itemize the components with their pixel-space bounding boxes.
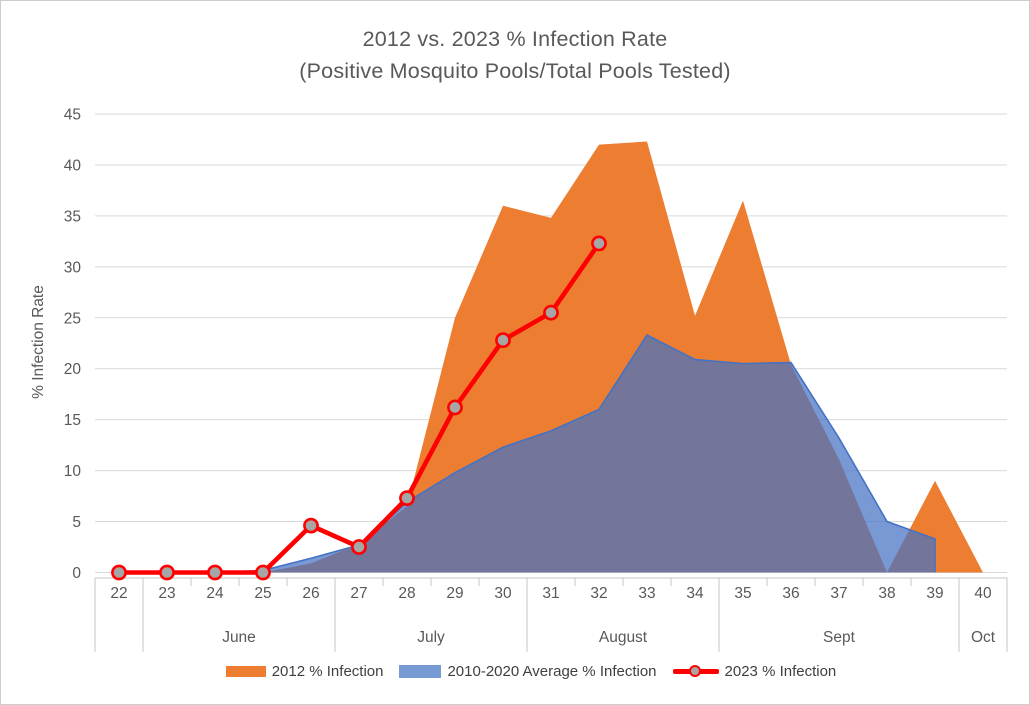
- marker-2023-infection: [111, 564, 127, 581]
- y-tick-label: 20: [64, 361, 82, 378]
- week-label: 26: [302, 585, 319, 602]
- week-label: 27: [350, 585, 367, 602]
- month-label-july: July: [417, 629, 445, 646]
- week-label: 28: [398, 585, 415, 602]
- chart-title-line1: 2012 vs. 2023 % Infection Rate: [362, 27, 668, 51]
- y-tick-label: 35: [64, 208, 81, 225]
- week-label: 37: [830, 585, 847, 602]
- y-tick-label: 45: [64, 107, 81, 124]
- legend: 2012 % Infection 2010-2020 Average % Infe…: [1, 663, 1029, 680]
- month-label-sept: Sept: [823, 629, 856, 646]
- marker-2023-infection: [159, 564, 175, 581]
- chart-title: 2012 vs. 2023 % Infection Rate (Positive…: [1, 23, 1029, 87]
- y-tick-label: 15: [64, 412, 81, 429]
- marker-2023-infection: [591, 235, 607, 252]
- legend-swatch-area: [399, 665, 442, 678]
- marker-2023-infection: [207, 564, 223, 581]
- week-label: 22: [110, 585, 127, 602]
- y-tick-label: 10: [64, 463, 82, 480]
- week-label: 29: [446, 585, 463, 602]
- marker-2023-infection: [495, 332, 511, 349]
- y-tick-label: 25: [64, 310, 81, 327]
- y-tick-label: 30: [64, 259, 82, 276]
- marker-2023-infection: [303, 517, 319, 534]
- week-label: 32: [590, 585, 607, 602]
- marker-2023-infection: [543, 304, 559, 321]
- week-label: 34: [686, 585, 704, 602]
- week-label: 24: [206, 585, 224, 602]
- marker-2023-infection: [447, 399, 463, 416]
- month-label-june: June: [222, 629, 256, 646]
- week-label: 31: [542, 585, 559, 602]
- week-label: 30: [494, 585, 512, 602]
- month-label-august: August: [599, 629, 648, 646]
- chart-title-line2: (Positive Mosquito Pools/Total Pools Tes…: [299, 59, 731, 83]
- week-label: 33: [638, 585, 655, 602]
- legend-swatch-line: [672, 664, 719, 679]
- week-label: 38: [878, 585, 895, 602]
- marker-2023-infection: [351, 539, 367, 555]
- week-label: 36: [782, 585, 799, 602]
- legend-label: 2023 % Infection: [724, 663, 837, 680]
- week-label: 39: [926, 585, 943, 602]
- legend-marker-sample: [688, 665, 701, 677]
- legend-label: 2010-2020 Average % Infection: [447, 663, 657, 680]
- week-label: 35: [734, 585, 751, 602]
- marker-2023-infection: [399, 490, 415, 507]
- legend-item-2023-infection: 2023 % Infection: [672, 663, 837, 680]
- marker-2023-infection: [255, 564, 271, 581]
- legend-swatch-area: [225, 666, 266, 677]
- legend-item-2012-infection: 2012 % Infection: [225, 663, 384, 680]
- month-label-oct: Oct: [971, 629, 996, 646]
- area-2010-2020-average-infection: [119, 335, 935, 573]
- y-tick-label: 0: [72, 565, 81, 582]
- week-label: 25: [254, 585, 271, 602]
- legend-item-2010-2020-average-infection: 2010-2020 Average % Infection: [399, 663, 657, 680]
- y-tick-label: 40: [64, 157, 82, 174]
- legend-label: 2012 % Infection: [271, 663, 384, 680]
- y-tick-label: 5: [72, 514, 81, 531]
- week-label: 23: [158, 585, 175, 602]
- week-label: 40: [974, 585, 992, 602]
